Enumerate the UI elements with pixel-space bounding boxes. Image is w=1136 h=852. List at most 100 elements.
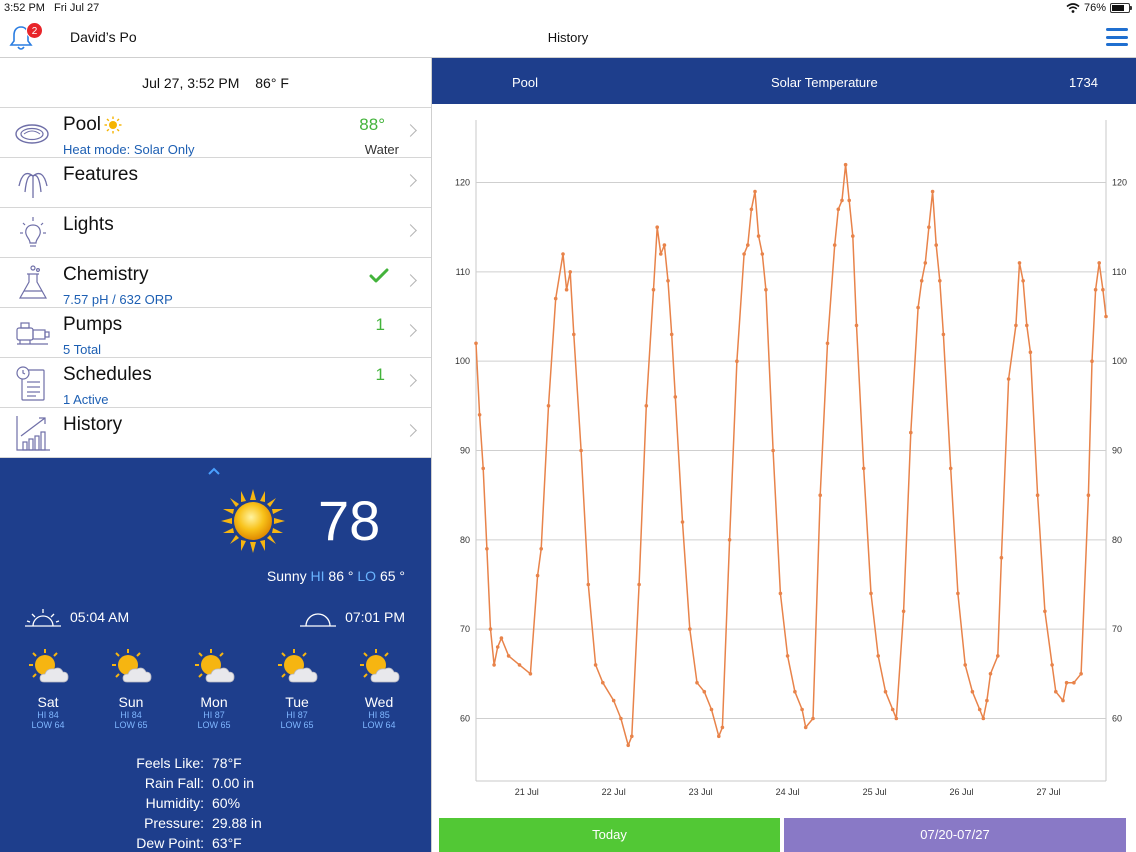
- data-point: [948, 466, 953, 471]
- bar-chart-icon: [16, 416, 50, 451]
- sunset-row: 07:01 PM: [299, 606, 405, 628]
- data-point: [561, 252, 565, 256]
- weather-condition: Sunny: [266, 568, 307, 584]
- data-point: [753, 189, 757, 194]
- menu-label-pool: Pool: [63, 114, 102, 135]
- y-tick-label-right: 60: [1112, 713, 1122, 723]
- forecast-day: Mon HI 87 LOW 65: [184, 648, 244, 730]
- data-point: [742, 252, 746, 256]
- forecast-row: Sat HI 84 LOW 64 Sun HI 84 LOW 65: [18, 648, 418, 732]
- data-point: [934, 243, 938, 247]
- sunrise-row: 05:04 AM: [24, 606, 129, 628]
- detail-value: 60%: [212, 795, 241, 811]
- menu-item-pool[interactable]: Pool Heat mode: Solar Only 88° Water: [0, 108, 431, 158]
- hamburger-menu-icon[interactable]: [1106, 28, 1128, 46]
- data-point: [996, 654, 1000, 658]
- chevron-up-icon[interactable]: [208, 466, 220, 476]
- menu-item-features[interactable]: Features: [0, 158, 431, 208]
- today-button[interactable]: Today: [439, 818, 780, 852]
- notification-badge[interactable]: 2: [26, 22, 43, 39]
- data-point: [785, 654, 790, 658]
- data-point: [1097, 261, 1101, 265]
- data-point: [702, 689, 707, 694]
- data-point: [793, 689, 797, 694]
- detail-row: Rain Fall: 0.00 in: [0, 773, 431, 793]
- data-point: [977, 707, 982, 712]
- data-point: [869, 591, 873, 596]
- data-point: [1064, 680, 1069, 685]
- data-point: [836, 207, 841, 212]
- data-point: [630, 734, 634, 739]
- data-point: [666, 279, 670, 283]
- data-point: [876, 654, 880, 658]
- status-bar: 3:52 PM Fri Jul 27 76%: [0, 0, 1136, 18]
- pool-name[interactable]: David’s Po: [70, 29, 137, 45]
- date-range-button[interactable]: 07/20-07/27: [784, 818, 1126, 852]
- menu-label-pumps: Pumps: [63, 314, 123, 335]
- data-point: [727, 538, 732, 542]
- partly-cloudy-icon: [278, 649, 318, 683]
- battery-icon: [1110, 3, 1132, 13]
- pump-icon: [16, 322, 50, 345]
- menu-item-history[interactable]: History: [0, 408, 431, 458]
- data-point: [1061, 698, 1065, 703]
- data-point: [568, 270, 572, 274]
- data-point: [825, 341, 830, 346]
- chevron-right-icon: [404, 324, 417, 337]
- data-point: [477, 413, 482, 417]
- data-point: [572, 332, 576, 337]
- data-point: [919, 279, 924, 283]
- data-point: [546, 404, 551, 408]
- menu-item-schedules[interactable]: Schedules 1 Active 1: [0, 358, 431, 408]
- data-point: [970, 689, 975, 694]
- data-point: [535, 573, 540, 578]
- data-point: [474, 341, 478, 346]
- menu-item-chemistry[interactable]: Chemistry 7.57 pH / 632 ORP: [0, 258, 431, 308]
- temperature-line-chart[interactable]: 60 60 70 70 80 80 90 90 100 100 110 110 120 120 21 Jul…: [432, 104, 1136, 818]
- forecast-day-name: Wed: [364, 694, 394, 710]
- data-point: [1101, 287, 1105, 292]
- data-point: [1086, 493, 1091, 498]
- data-point: [662, 243, 667, 247]
- data-point: [506, 654, 511, 658]
- data-point: [593, 663, 598, 667]
- y-tick-label-left: 120: [455, 178, 470, 188]
- data-point: [890, 707, 895, 712]
- data-point: [485, 547, 489, 551]
- data-point: [655, 225, 659, 229]
- detail-label: Dew Point:: [136, 835, 204, 851]
- chevron-right-icon: [404, 374, 417, 387]
- chart-body-name: Pool: [512, 75, 539, 90]
- forecast-day: Sat HI 84 LOW 64: [18, 648, 78, 730]
- data-point: [488, 627, 493, 631]
- detail-value: 78°F: [212, 755, 242, 771]
- data-point: [1050, 663, 1054, 667]
- hi-label: HI: [310, 568, 325, 584]
- history-chart[interactable]: 60 60 70 70 80 80 90 90 100 100 110 110 120 120 21 Jul…: [432, 104, 1136, 818]
- detail-value: 0.00 in: [212, 775, 255, 791]
- partly-cloudy-icon: [112, 649, 152, 683]
- data-point: [909, 430, 913, 435]
- hi-temp: 86 °: [328, 568, 354, 584]
- y-tick-label-right: 110: [1112, 267, 1126, 277]
- data-point: [1093, 287, 1098, 292]
- menu-item-lights[interactable]: Lights: [0, 208, 431, 258]
- data-point: [938, 279, 942, 283]
- data-point: [1043, 609, 1047, 614]
- water-label: Water: [364, 142, 399, 157]
- data-point: [586, 582, 591, 587]
- beaker-icon: [18, 265, 48, 299]
- data-point: [1035, 493, 1040, 498]
- y-tick-label-right: 120: [1112, 178, 1127, 188]
- pumps-total: 5 Total: [63, 342, 102, 357]
- menu-item-pumps[interactable]: Pumps 5 Total 1: [0, 308, 431, 358]
- forecast-lo: LOW 64: [362, 720, 396, 730]
- data-point: [717, 734, 721, 739]
- data-point: [1021, 279, 1025, 283]
- data-point: [981, 716, 986, 721]
- data-point: [637, 582, 641, 587]
- lo-label: LO: [357, 568, 377, 584]
- x-tick-label: 27 Jul: [1036, 787, 1060, 797]
- bell-icon[interactable]: [8, 24, 34, 52]
- data-point: [1072, 680, 1076, 685]
